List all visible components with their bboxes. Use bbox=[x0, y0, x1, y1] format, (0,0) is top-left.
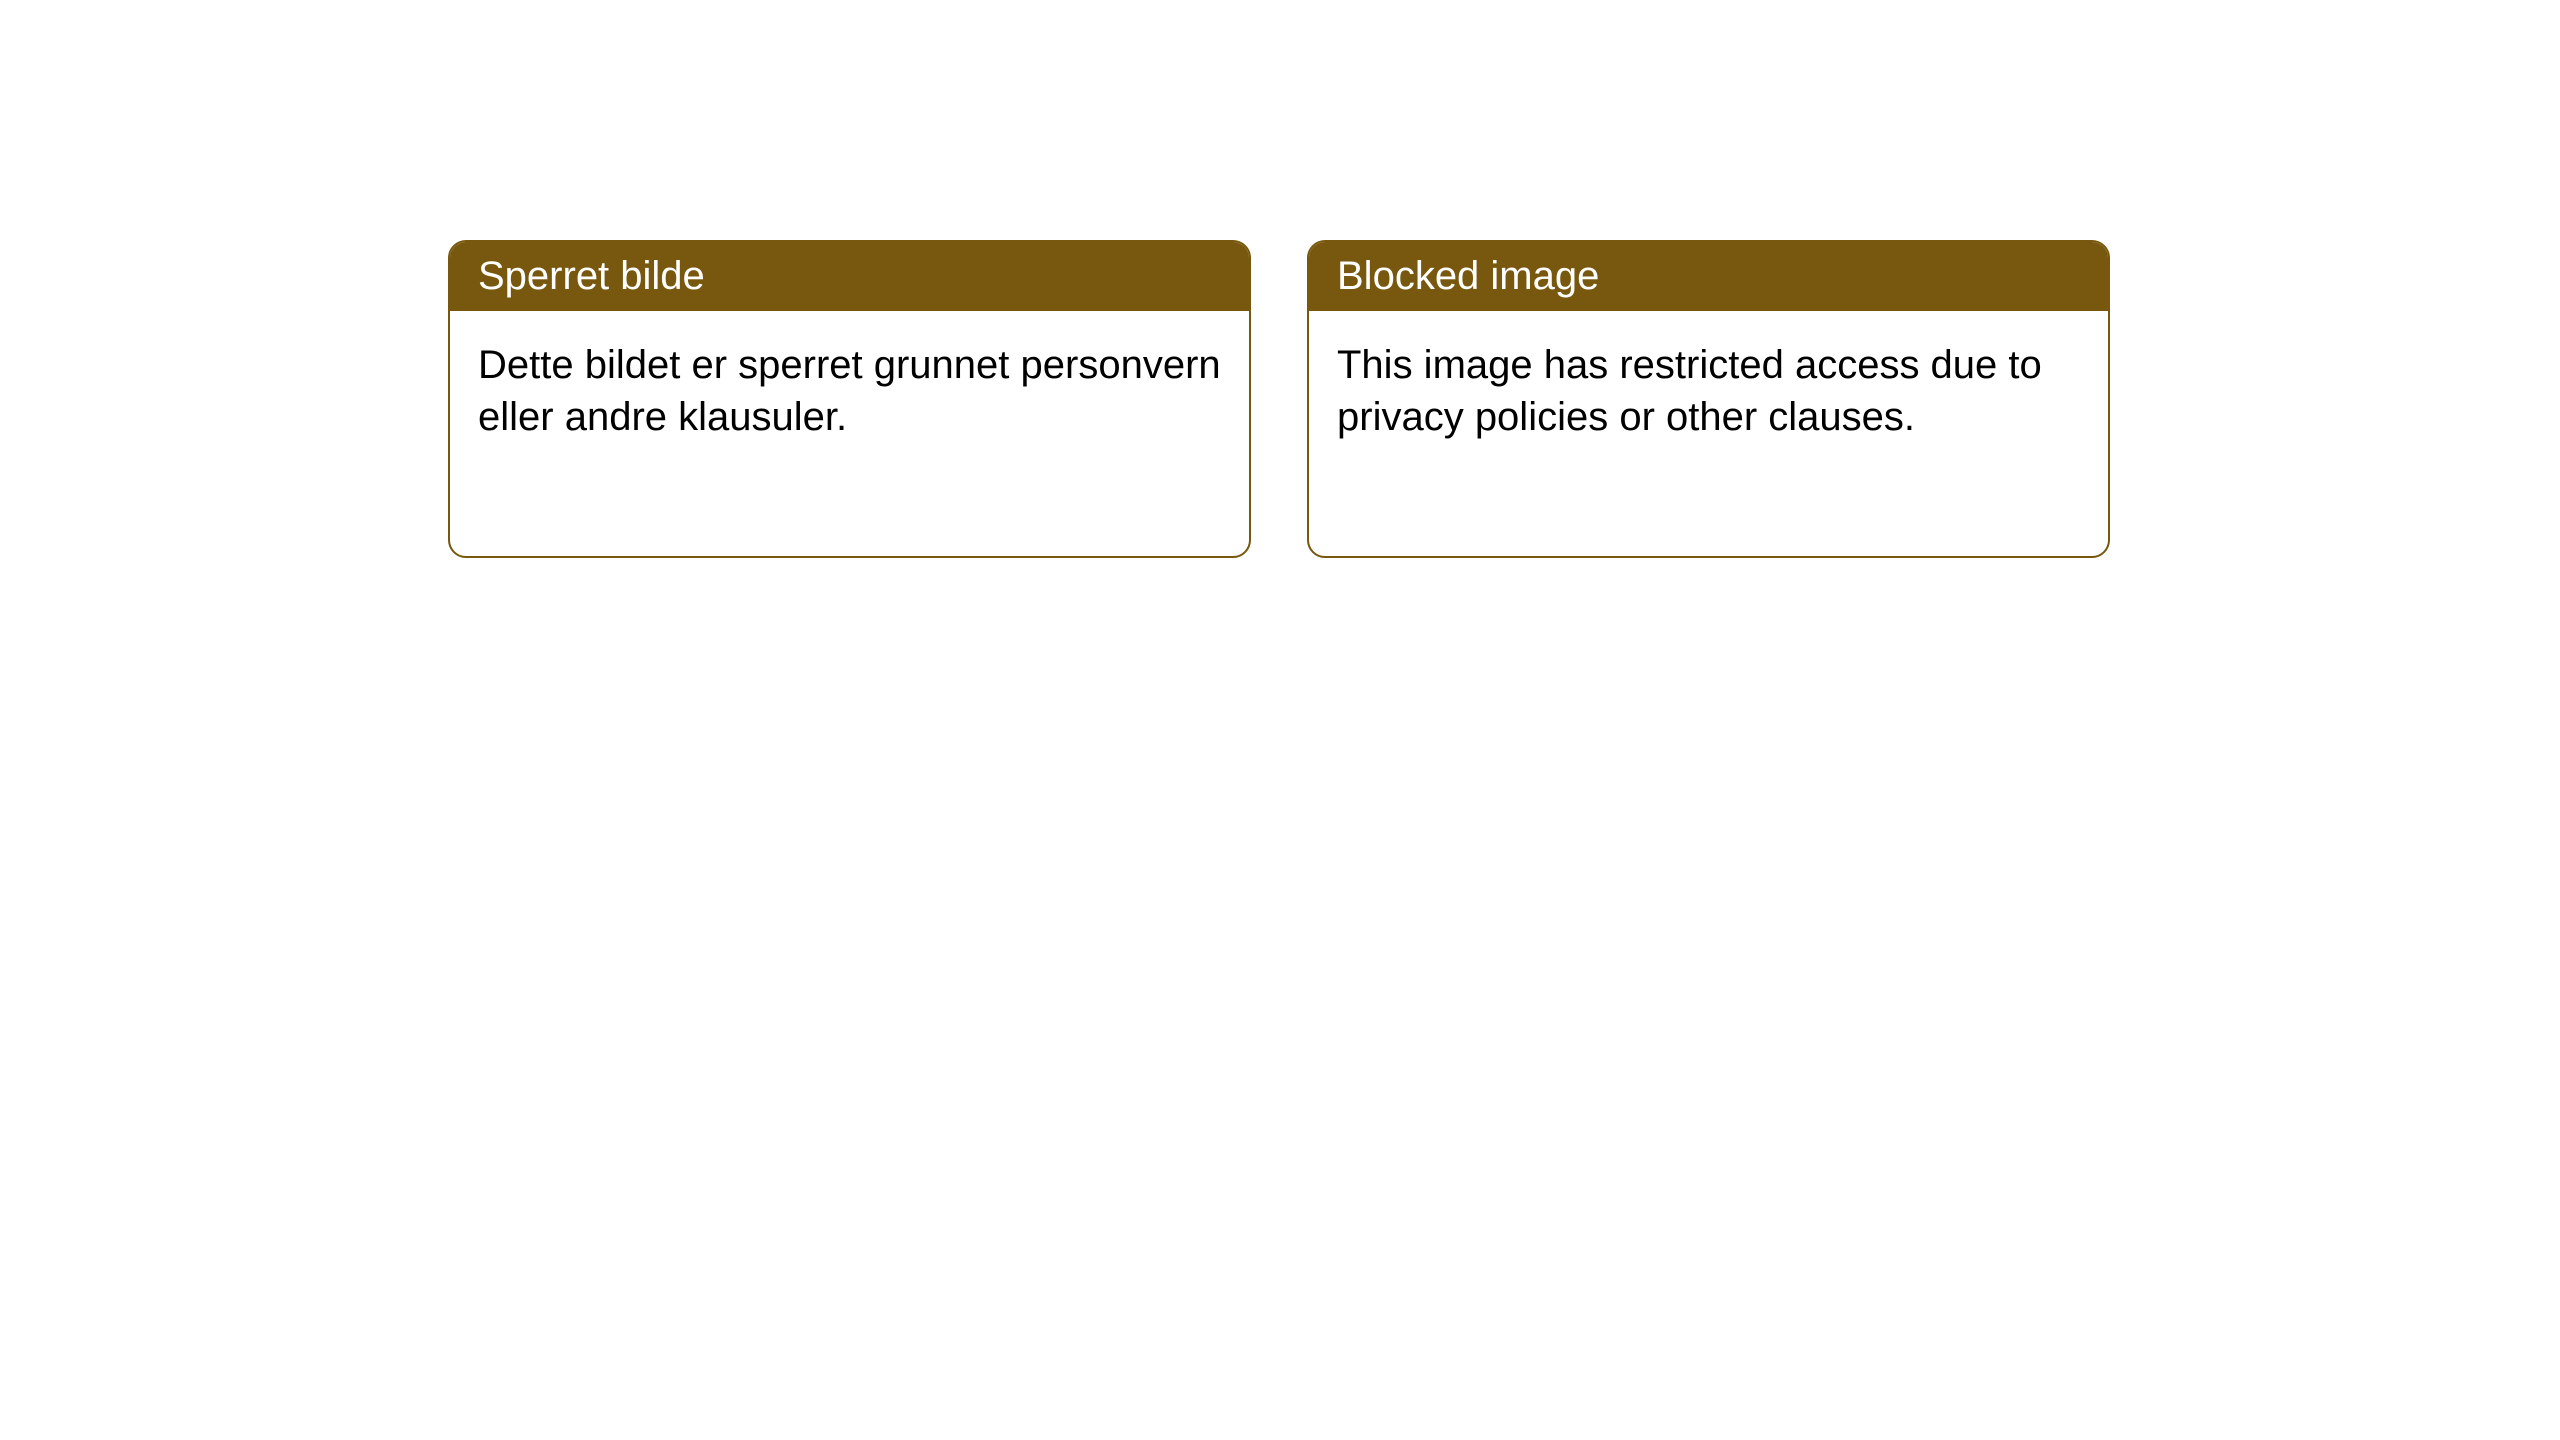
notice-title: Blocked image bbox=[1309, 242, 2108, 311]
notice-card-norwegian: Sperret bilde Dette bildet er sperret gr… bbox=[448, 240, 1251, 558]
notice-body: Dette bildet er sperret grunnet personve… bbox=[450, 311, 1249, 556]
notice-body: This image has restricted access due to … bbox=[1309, 311, 2108, 556]
notice-title: Sperret bilde bbox=[450, 242, 1249, 311]
notice-card-english: Blocked image This image has restricted … bbox=[1307, 240, 2110, 558]
notice-container: Sperret bilde Dette bildet er sperret gr… bbox=[0, 0, 2560, 558]
